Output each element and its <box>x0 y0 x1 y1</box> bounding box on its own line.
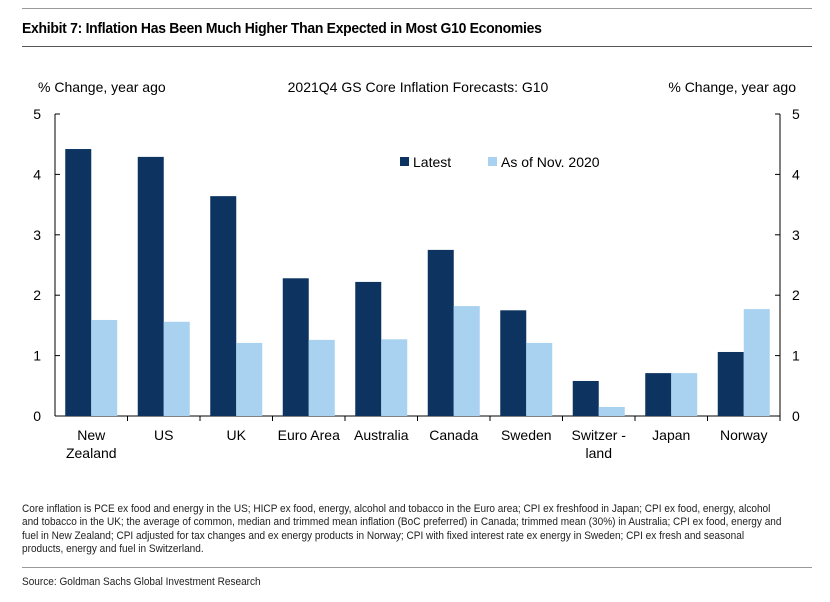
x-tick-label: Zealand <box>66 445 117 461</box>
x-tick-label: UK <box>227 427 247 443</box>
bar-nov-2020 <box>671 373 698 416</box>
bar-nov-2020 <box>381 339 408 416</box>
chart-title: 2021Q4 GS Core Inflation Forecasts: G10 <box>288 79 549 95</box>
bar-chart: % Change, year ago 2021Q4 GS Core Inflat… <box>33 79 800 461</box>
bar-latest <box>645 373 672 416</box>
legend-swatch <box>400 157 409 166</box>
y-tick-label-right: 2 <box>792 287 800 303</box>
x-tick-label: Norway <box>720 427 767 443</box>
legend-swatch <box>488 157 497 166</box>
y-tick-label-right: 5 <box>792 106 800 122</box>
x-tick-label: Australia <box>354 427 409 443</box>
title-rule <box>22 46 812 47</box>
bar-nov-2020 <box>236 342 263 416</box>
y-tick-label-left: 2 <box>33 287 41 303</box>
x-tick-label: Switzer - <box>572 427 627 443</box>
y-tick-label-right: 3 <box>792 227 800 243</box>
x-tick-label: land <box>586 445 612 461</box>
x-tick-label: Euro Area <box>278 427 340 443</box>
bar-nov-2020 <box>163 321 190 416</box>
legend-label: Latest <box>413 154 451 170</box>
y-tick-label-left: 3 <box>33 227 41 243</box>
bar-latest <box>137 156 164 416</box>
source-note: Source: Goldman Sachs Global Investment … <box>22 576 261 588</box>
y-tick-label-left: 4 <box>33 166 41 182</box>
bar-nov-2020 <box>743 309 770 416</box>
y-tick-label-left: 0 <box>33 408 41 424</box>
legend-label: As of Nov. 2020 <box>501 154 600 170</box>
bar-nov-2020 <box>308 339 335 416</box>
x-tick-label: New <box>77 427 106 443</box>
top-rule <box>22 8 812 9</box>
y-tick-label-right: 1 <box>792 348 800 364</box>
y-tick-label-left: 5 <box>33 106 41 122</box>
bar-nov-2020 <box>598 406 625 416</box>
bar-nov-2020 <box>453 306 480 416</box>
y-tick-label-right: 4 <box>792 166 800 182</box>
x-tick-label: Sweden <box>501 427 552 443</box>
bar-latest <box>210 196 237 416</box>
x-tick-label: Japan <box>652 427 690 443</box>
bar-latest <box>65 149 92 417</box>
bar-latest <box>427 249 454 416</box>
bar-nov-2020 <box>526 342 553 416</box>
y-axis-label-left: % Change, year ago <box>38 79 166 95</box>
source-rule <box>22 567 812 568</box>
bar-latest <box>500 310 527 416</box>
x-tick-label: Canada <box>429 427 478 443</box>
y-tick-label-right: 0 <box>792 408 800 424</box>
x-tick-label: US <box>154 427 173 443</box>
bar-latest <box>355 281 382 416</box>
bar-nov-2020 <box>91 319 118 416</box>
bar-latest <box>282 278 309 416</box>
y-tick-label-left: 1 <box>33 348 41 364</box>
bar-latest <box>572 380 599 416</box>
y-axis-label-right: % Change, year ago <box>668 79 796 95</box>
bar-latest <box>717 351 744 416</box>
exhibit-title: Exhibit 7: Inflation Has Been Much Highe… <box>22 20 542 37</box>
footnote: Core inflation is PCE ex food and energy… <box>22 503 782 556</box>
